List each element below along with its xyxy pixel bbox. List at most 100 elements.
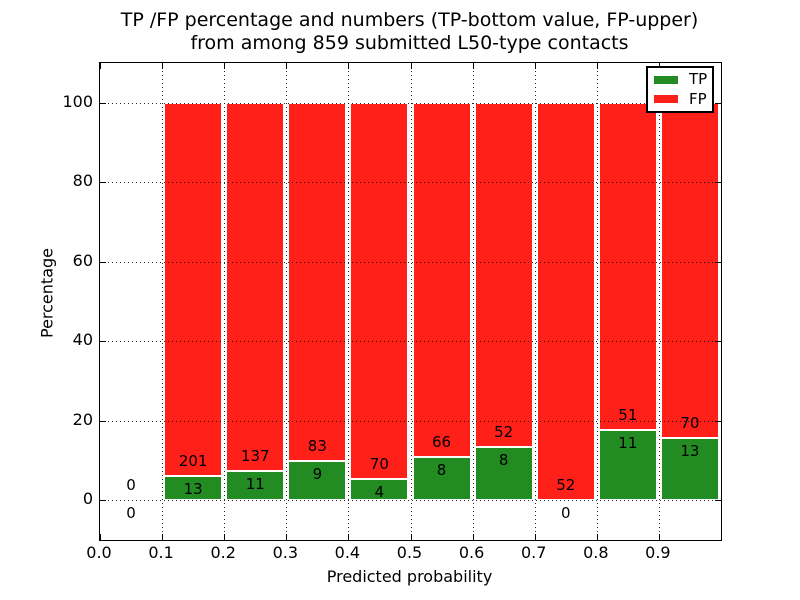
- x-tick-label: 0.9: [645, 543, 671, 562]
- gridline-vertical: [410, 63, 412, 540]
- y-tick-label: 20: [72, 409, 93, 429]
- bar-tp-segment: [350, 478, 409, 501]
- plot-area: 0 0 201 13 137 11 83 9 70 4 66 8 52 8 52 0 51 11 70 13: [99, 62, 722, 541]
- gridline-vertical: [286, 63, 288, 540]
- gridline-vertical: [534, 63, 536, 540]
- x-tick-label: 0.1: [148, 543, 174, 562]
- gridline-vertical: [472, 63, 474, 540]
- bar-labels-layer: 0 0 201 13 137 11 83 9 70 4 66 8 52 8 52 0 51 11 70 13: [100, 63, 721, 540]
- y-tick-mark: [100, 341, 106, 343]
- bar-fp-count-label: 51: [618, 405, 638, 424]
- x-tick-mark-top: [472, 63, 474, 69]
- y-tick-mark: [100, 420, 106, 422]
- chart-title-line2: from among 859 submitted L50-type contac…: [190, 32, 629, 54]
- y-tick-mark-right: [715, 261, 721, 263]
- x-axis-label: Predicted probability: [326, 567, 493, 586]
- chart-title: TP /FP percentage and numbers (TP-bottom…: [99, 9, 720, 55]
- bar-fp-segment: [350, 102, 409, 479]
- x-tick-label: 0.0: [86, 543, 112, 562]
- x-tick-mark: [534, 534, 536, 540]
- legend-entry-tp: TP: [648, 72, 712, 87]
- y-tick-label: 0: [82, 489, 93, 509]
- x-tick-mark: [224, 534, 226, 540]
- bar-fp-count-label: 201: [178, 452, 208, 471]
- bar-fp-segment: [288, 102, 347, 462]
- x-tick-mark-top: [410, 63, 412, 69]
- x-tick-mark-top: [534, 63, 536, 69]
- legend-entry-fp: FP: [648, 89, 712, 108]
- y-tick-label: 40: [72, 330, 93, 350]
- x-tick-label: 0.6: [458, 543, 485, 562]
- bar-tp-segment: [412, 457, 471, 501]
- gridline-vertical: [162, 63, 164, 540]
- legend-label: FP: [689, 89, 707, 108]
- gridline-vertical: [596, 63, 598, 540]
- chart-title-line1: TP /FP percentage and numbers (TP-bottom…: [120, 9, 699, 31]
- bar-fp-count-label: 66: [432, 433, 452, 452]
- bar-tp-count-label: 0: [560, 504, 571, 523]
- y-tick-mark: [100, 182, 106, 184]
- x-tick-mark-top: [286, 63, 288, 69]
- bar-tp-count-label: 8: [436, 461, 447, 480]
- y-tick-mark: [100, 261, 106, 263]
- y-tick-label: 100: [62, 91, 93, 111]
- legend: TP FP: [646, 66, 714, 113]
- y-tick-mark: [100, 102, 106, 104]
- x-tick-mark: [100, 534, 101, 540]
- bar-tp-count-label: 8: [498, 451, 509, 470]
- x-tick-mark: [410, 534, 412, 540]
- bar-fp-count-label: 52: [556, 476, 576, 495]
- y-tick-mark-right: [715, 182, 721, 184]
- x-tick-mark-top: [348, 63, 350, 69]
- bar-fp-count-label: 52: [494, 423, 514, 442]
- bar-fp-count-label: 70: [680, 413, 700, 432]
- x-tick-mark: [162, 534, 164, 540]
- bar-tp-count-label: 11: [618, 433, 638, 452]
- x-tick-mark: [472, 534, 474, 540]
- legend-swatch-fp: [654, 95, 678, 104]
- bar-tp-count-label: 0: [126, 504, 136, 523]
- bar-fp-count-label: 70: [369, 454, 389, 473]
- legend-label: TP: [689, 70, 708, 89]
- y-tick-mark-right: [715, 102, 721, 104]
- gridline-vertical: [348, 63, 350, 540]
- x-tick-mark: [658, 534, 660, 540]
- x-tick-label: 0.2: [210, 543, 236, 562]
- x-tick-label: 0.3: [272, 543, 299, 562]
- bar-fp-segment: [660, 102, 719, 438]
- bar-fp-segment: [412, 102, 471, 458]
- bar-fp-segment: [226, 102, 285, 471]
- x-tick-mark-top: [596, 63, 598, 69]
- x-tick-mark: [596, 534, 598, 540]
- bars-layer: [100, 63, 721, 540]
- x-tick-label: 0.8: [583, 543, 609, 562]
- bar-fp-count-label: 137: [240, 446, 270, 465]
- bar-fp-segment: [598, 102, 657, 430]
- gridline-vertical: [224, 63, 226, 540]
- y-tick-label: 60: [72, 250, 93, 270]
- x-tick-mark-top: [100, 63, 101, 69]
- bar-tp-segment: [598, 429, 657, 501]
- x-tick-mark-top: [162, 63, 164, 69]
- bar-fp-count-label: 0: [126, 476, 136, 495]
- bar-tp-segment: [474, 447, 533, 501]
- bar-fp-segment: [164, 102, 223, 477]
- bar-tp-count-label: 13: [680, 441, 700, 460]
- x-tick-label: 0.4: [334, 543, 361, 562]
- bar-fp-segment: [474, 102, 533, 448]
- x-tick-mark: [286, 534, 288, 540]
- bar-tp-count-label: 11: [245, 474, 265, 493]
- bar-tp-segment: [164, 476, 223, 501]
- bar-tp-segment: [288, 461, 347, 501]
- bar-tp-segment: [226, 470, 285, 501]
- x-tick-label: 0.5: [396, 543, 423, 562]
- gridline-vertical: [658, 63, 660, 540]
- y-tick-mark: [100, 500, 106, 502]
- x-tick-label: 0.7: [520, 543, 547, 562]
- y-tick-mark-right: [715, 420, 721, 422]
- y-tick-mark-right: [715, 341, 721, 343]
- x-tick-mark: [348, 534, 350, 540]
- grid-layer: [100, 63, 721, 540]
- y-tick-label: 80: [72, 171, 93, 191]
